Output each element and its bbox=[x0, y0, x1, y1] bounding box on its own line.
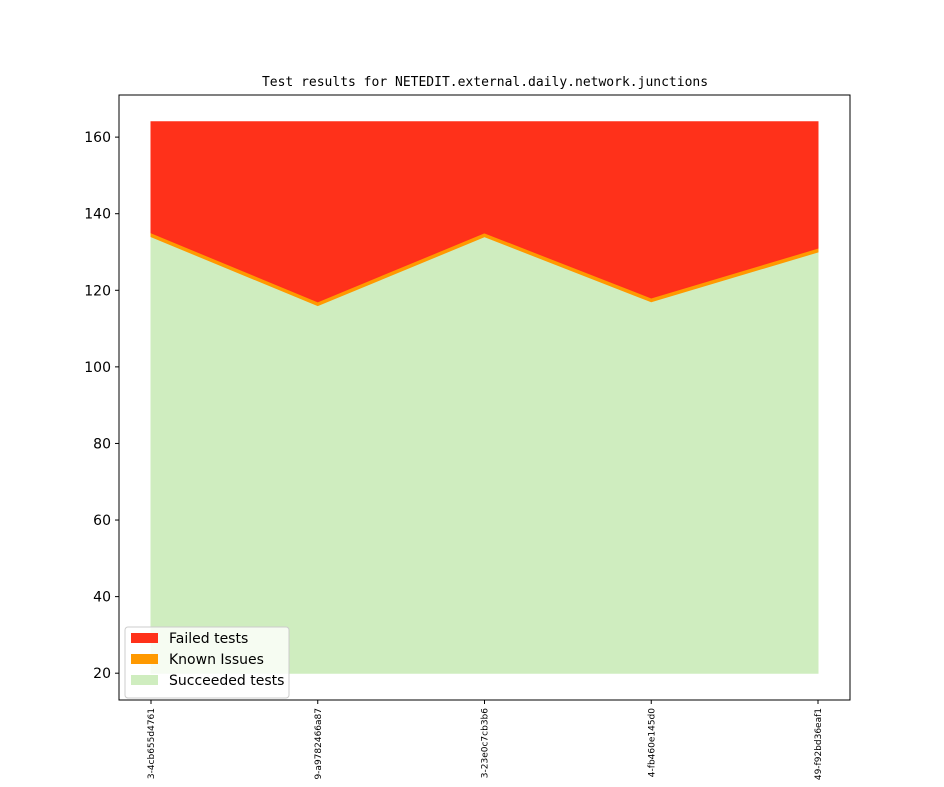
legend-swatch bbox=[131, 654, 158, 664]
y-tick-label: 160 bbox=[84, 130, 111, 146]
x-tick-label: 3-23e0c7cb3b6 bbox=[481, 708, 491, 778]
area bbox=[150, 121, 819, 303]
y-tick-label: 140 bbox=[84, 207, 111, 223]
y-tick-label: 80 bbox=[93, 436, 111, 452]
area bbox=[150, 235, 819, 674]
legend-label: Succeeded tests bbox=[169, 673, 284, 689]
y-tick-label: 20 bbox=[93, 666, 111, 682]
legend-swatch bbox=[131, 633, 158, 643]
y-tick-label: 100 bbox=[84, 360, 111, 376]
x-tick-label: 4-fb460e145d0 bbox=[647, 708, 657, 777]
y-tick-label: 60 bbox=[93, 513, 111, 529]
x-tick-label: 49-f92bd36eaf1 bbox=[814, 708, 824, 780]
legend-label: Failed tests bbox=[169, 631, 248, 647]
y-tick-label: 120 bbox=[84, 283, 111, 299]
x-tick-label: 3-4cb655d4761 bbox=[147, 708, 157, 779]
y-tick-label: 40 bbox=[93, 590, 111, 606]
x-tick-label: 9-a9782466a87 bbox=[314, 708, 324, 780]
legend-box bbox=[124, 626, 290, 699]
chart-title: Test results for NETEDIT.external.daily.… bbox=[262, 75, 708, 90]
legend-swatch bbox=[131, 675, 158, 685]
legend-label: Known Issues bbox=[169, 652, 264, 668]
